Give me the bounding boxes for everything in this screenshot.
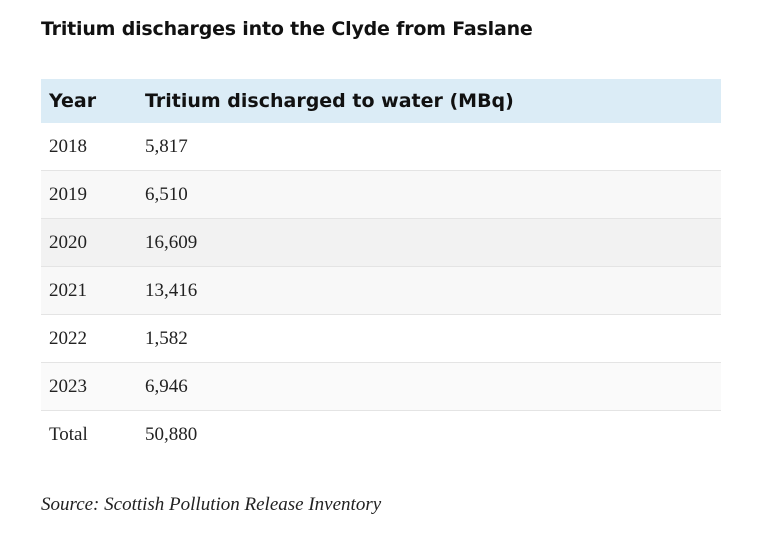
- table-cell: 6,946: [137, 362, 721, 411]
- table-cell: 5,817: [137, 123, 721, 171]
- table-row: 2022 1,582: [41, 314, 721, 363]
- table-row: 2020 16,609: [41, 218, 721, 267]
- header-cell: Tritium discharged to water (MBq): [137, 79, 721, 123]
- source-note: Source: Scottish Pollution Release Inven…: [41, 494, 382, 515]
- table-row: 2018 5,817: [41, 123, 721, 171]
- table-body: 2018 5,817 2019 6,510 2020 16,609 2021 13,416 20…: [41, 123, 721, 458]
- table-cell: 2020: [41, 218, 137, 267]
- table-cell: 50,880: [145, 423, 198, 445]
- header-row: Year Tritium discharged to water (MBq): [41, 79, 721, 123]
- table-row: Total 50,880: [41, 410, 721, 458]
- table-cell: 16,609: [137, 218, 721, 267]
- table-cell: 2021: [41, 266, 137, 315]
- table-row: 2023 6,946: [41, 362, 721, 411]
- table-cell: 1,582: [137, 314, 721, 363]
- table-cell: 2022: [41, 314, 137, 363]
- header-cell: Year: [41, 79, 137, 123]
- table-cell: 13,416: [137, 266, 721, 315]
- table-cell: 2018: [41, 123, 137, 171]
- table-cell: Total: [49, 423, 88, 445]
- data-table: Year Tritium discharged to water (MBq) 20…: [41, 79, 721, 458]
- table-row: 2019 6,510: [41, 170, 721, 219]
- table-header: Year Tritium discharged to water (MBq): [41, 79, 721, 123]
- table-row: 2021 13,416: [41, 266, 721, 315]
- table-cell: 2023: [41, 362, 137, 411]
- table-cell: 2019: [41, 170, 137, 219]
- title: Tritium discharges into the Clyde from F…: [41, 18, 533, 40]
- table-cell: 6,510: [137, 170, 721, 219]
